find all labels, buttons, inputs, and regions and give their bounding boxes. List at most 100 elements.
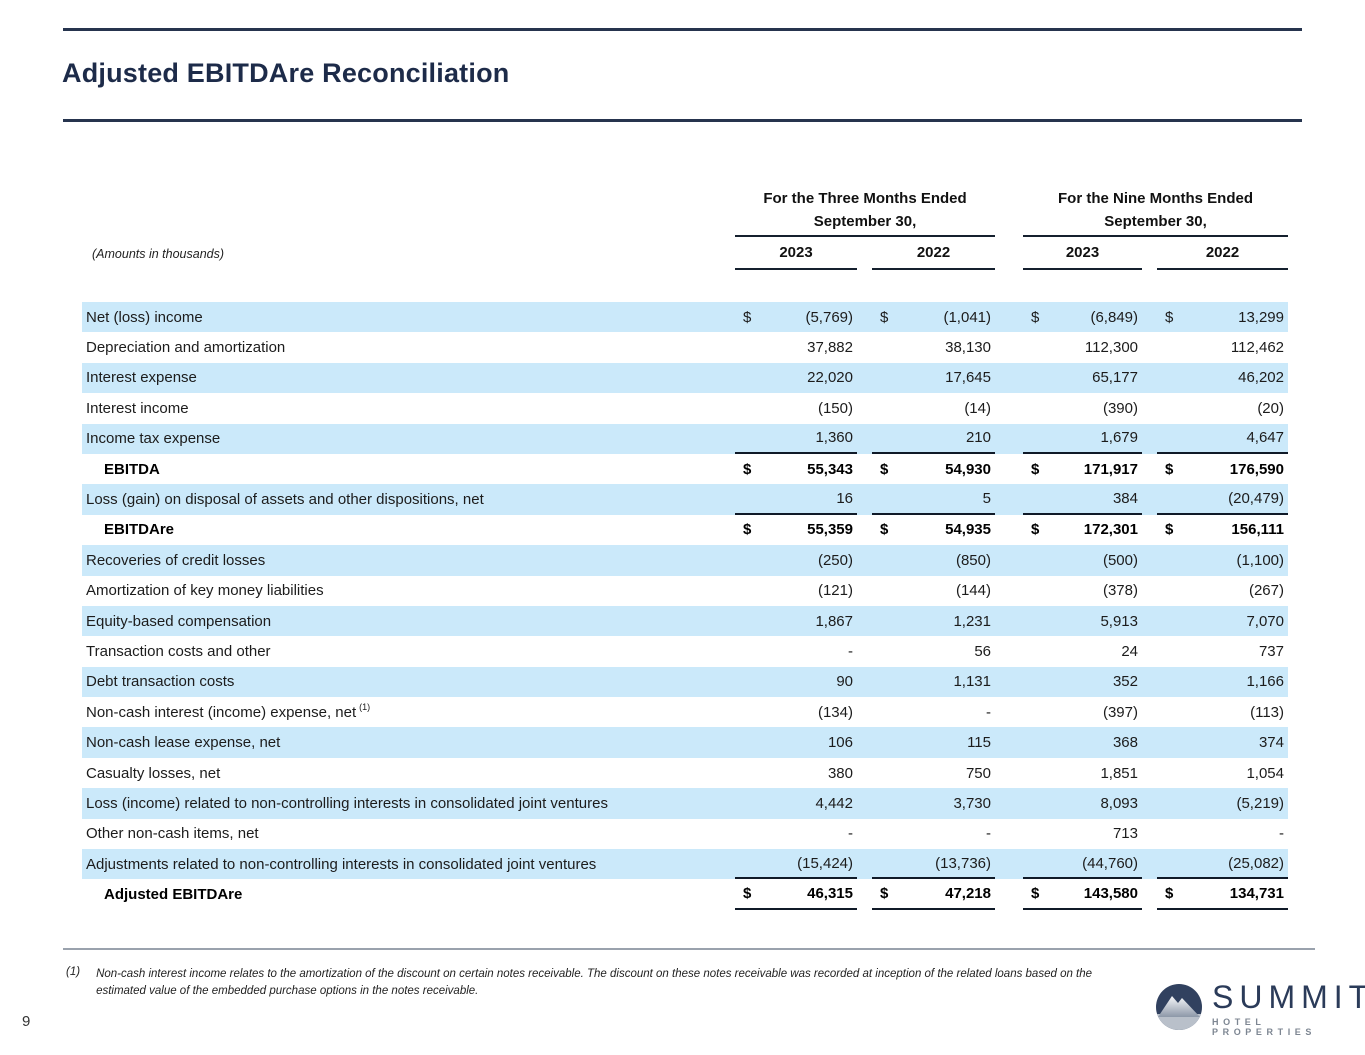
- value-cell: $46,315: [735, 879, 857, 910]
- row-label: Debt transaction costs: [86, 673, 235, 691]
- value-cell: 1,679: [1023, 424, 1142, 454]
- cell-value: (113): [1250, 703, 1284, 721]
- row-label: Adjustments related to non-controlling i…: [86, 855, 597, 873]
- page-title: Adjusted EBITDAre Reconciliation: [62, 58, 510, 88]
- cell-value: (44,760): [1082, 854, 1138, 872]
- table-row: Loss (gain) on disposal of assets and ot…: [82, 484, 1288, 515]
- logo-text: SUMMIT HOTEL PROPERTIES: [1212, 981, 1365, 1037]
- row-label: Net (loss) income: [86, 308, 203, 326]
- dollar-sign: $: [1165, 308, 1174, 326]
- row-label: Transaction costs and other: [86, 642, 271, 660]
- mountain-logo-icon: [1155, 983, 1203, 1036]
- cell-value: (378): [1102, 582, 1138, 600]
- column-gap: [857, 237, 872, 270]
- value-cell: 38,130: [872, 332, 995, 362]
- header-label-spacer: [82, 185, 735, 237]
- row-label: EBITDA: [104, 460, 160, 478]
- value-cell: $55,359: [735, 515, 857, 545]
- cell-value: (250): [817, 551, 853, 569]
- value-cell: 56: [872, 636, 995, 666]
- dollar-sign: $: [880, 521, 889, 539]
- footnote-ref: (1): [359, 702, 371, 713]
- row-label: Non-cash lease expense, net: [86, 734, 281, 752]
- row-label: Income tax expense: [86, 430, 221, 448]
- table-row: Casualty losses, net 380 750 1,851 1,054: [82, 758, 1288, 788]
- value-cell: 1,131: [872, 667, 995, 697]
- cell-value: (20,479): [1228, 490, 1284, 508]
- dollar-sign: $: [743, 460, 752, 478]
- table-row: Income tax expense 1,360 210 1,679 4,647: [82, 423, 1288, 454]
- dollar-sign: $: [1031, 460, 1040, 478]
- dollar-sign: $: [880, 308, 889, 326]
- row-label: Interest expense: [86, 369, 197, 387]
- cell-value: (1,100): [1236, 551, 1284, 569]
- row-label: Equity-based compensation: [86, 612, 272, 630]
- value-cell: 1,166: [1157, 667, 1288, 697]
- cell-value: (150): [817, 399, 853, 417]
- cell-value: 54,935: [945, 521, 991, 539]
- cell-value: 1,851: [1100, 764, 1138, 782]
- cell-value: 5: [982, 490, 991, 508]
- table-row: Net (loss) income $ (5,769) $ (1,041) $ (6,849…: [82, 302, 1288, 333]
- value-cell: (5,219): [1157, 788, 1288, 818]
- cell-value: (20): [1257, 399, 1284, 417]
- value-cell: 8,093: [1023, 788, 1142, 818]
- cell-value: (5,219): [1236, 794, 1284, 812]
- value-cell: (134): [735, 697, 857, 727]
- group-title-line2: September 30,: [813, 212, 917, 230]
- cell-value: (121): [817, 582, 853, 600]
- value-cell: 115: [872, 727, 995, 757]
- cell-value: 380: [827, 764, 853, 782]
- row-label: Other non-cash items, net: [86, 825, 259, 843]
- cell-value: (500): [1102, 551, 1138, 569]
- row-label: Interest income: [86, 399, 189, 417]
- table-row: Other non-cash items, net - - 713 -: [82, 819, 1288, 849]
- cell-value: 1,166: [1246, 673, 1284, 691]
- row-label: Adjusted EBITDAre: [104, 886, 243, 904]
- group-title-line2: September 30,: [1104, 212, 1207, 230]
- page-number: 9: [22, 1013, 31, 1030]
- cell-value: -: [848, 642, 853, 660]
- cell-value: 47,218: [945, 885, 991, 903]
- row-label: Amortization of key money liabilities: [86, 582, 324, 600]
- column-group-three-months: For the Three Months Ended September 30,: [735, 188, 995, 237]
- row-label: Recoveries of credit losses: [86, 551, 266, 569]
- dollar-sign: $: [1031, 308, 1040, 326]
- footnote-marker: (1): [66, 966, 81, 978]
- cell-value: 56: [974, 642, 991, 660]
- cell-value: 1,360: [815, 429, 853, 447]
- cell-value: 5,913: [1100, 612, 1138, 630]
- table-row: Loss (income) related to non-controlling…: [82, 788, 1288, 819]
- cell-value: 54,930: [945, 460, 991, 478]
- cell-value: 112,462: [1230, 339, 1284, 357]
- cell-value: 176,590: [1229, 460, 1284, 478]
- value-cell: 4,647: [1157, 424, 1288, 454]
- table-row: EBITDA $55,343 $54,930 $171,917 $176,590: [82, 454, 1288, 484]
- dollar-sign: $: [1165, 460, 1174, 478]
- cell-value: (15,424): [797, 854, 853, 872]
- value-cell: (267): [1157, 576, 1288, 606]
- value-cell: 1,851: [1023, 758, 1142, 788]
- cell-value: 46,315: [807, 885, 853, 903]
- cell-value: -: [986, 703, 991, 721]
- value-cell: 1,231: [872, 606, 995, 636]
- year-column-4: 2022: [1157, 237, 1288, 270]
- value-cell: (121): [735, 576, 857, 606]
- value-cell: -: [1157, 819, 1288, 849]
- value-cell: 5,913: [1023, 606, 1142, 636]
- cell-value: (1,041): [943, 308, 991, 326]
- cell-value: 143,580: [1083, 885, 1138, 903]
- value-cell: 46,202: [1157, 363, 1288, 393]
- value-cell: -: [872, 697, 995, 727]
- dollar-sign: $: [1165, 885, 1174, 903]
- value-cell: 5: [872, 484, 995, 515]
- table-row: Depreciation and amortization 37,882 38,13…: [82, 332, 1288, 362]
- value-cell: (390): [1023, 393, 1142, 423]
- value-cell: (20): [1157, 393, 1288, 423]
- cell-value: -: [986, 825, 991, 843]
- value-cell: 1,360: [735, 424, 857, 454]
- header-spacer: [82, 270, 1288, 302]
- table-row: Adjusted EBITDAre $46,315 $47,218 $143,580 $…: [82, 879, 1288, 910]
- value-cell: (144): [872, 576, 995, 606]
- table-row: Interest expense 22,020 17,645 65,177 46,202: [82, 362, 1288, 394]
